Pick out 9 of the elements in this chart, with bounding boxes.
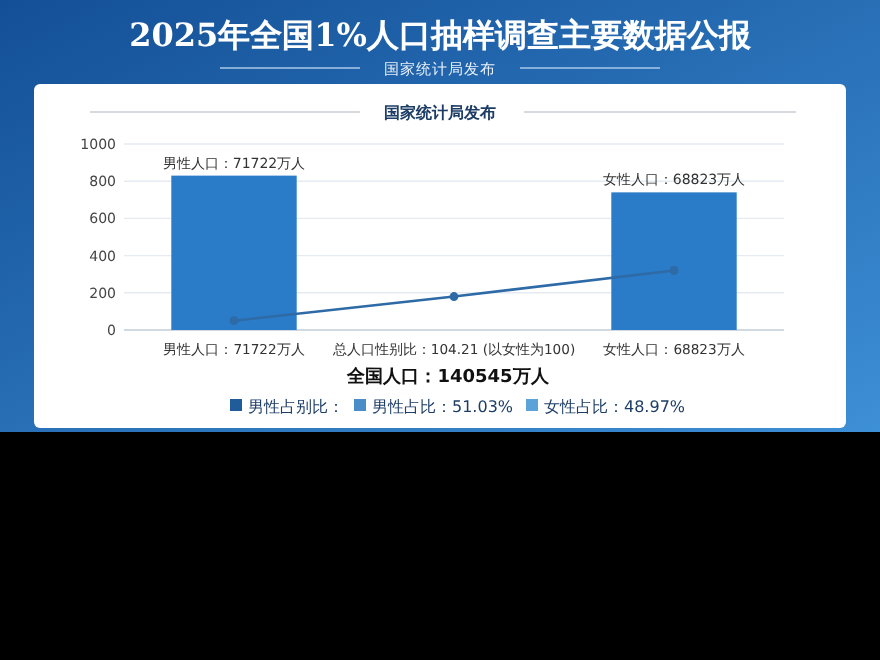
point — [669, 266, 679, 275]
text: 全国人口：140545万人 — [345, 366, 551, 388]
text: 男性占比：51.03% — [372, 398, 514, 416]
text: 男性占别比： — [248, 398, 344, 416]
chart-title: 2025年全国1%人口抽样调查主要数据公报 — [129, 16, 753, 54]
point — [229, 316, 239, 326]
point — [449, 292, 459, 301]
text: 女性占比：48.97% — [544, 398, 686, 416]
chart-subtitle: 国家统计局发布 — [384, 102, 496, 122]
